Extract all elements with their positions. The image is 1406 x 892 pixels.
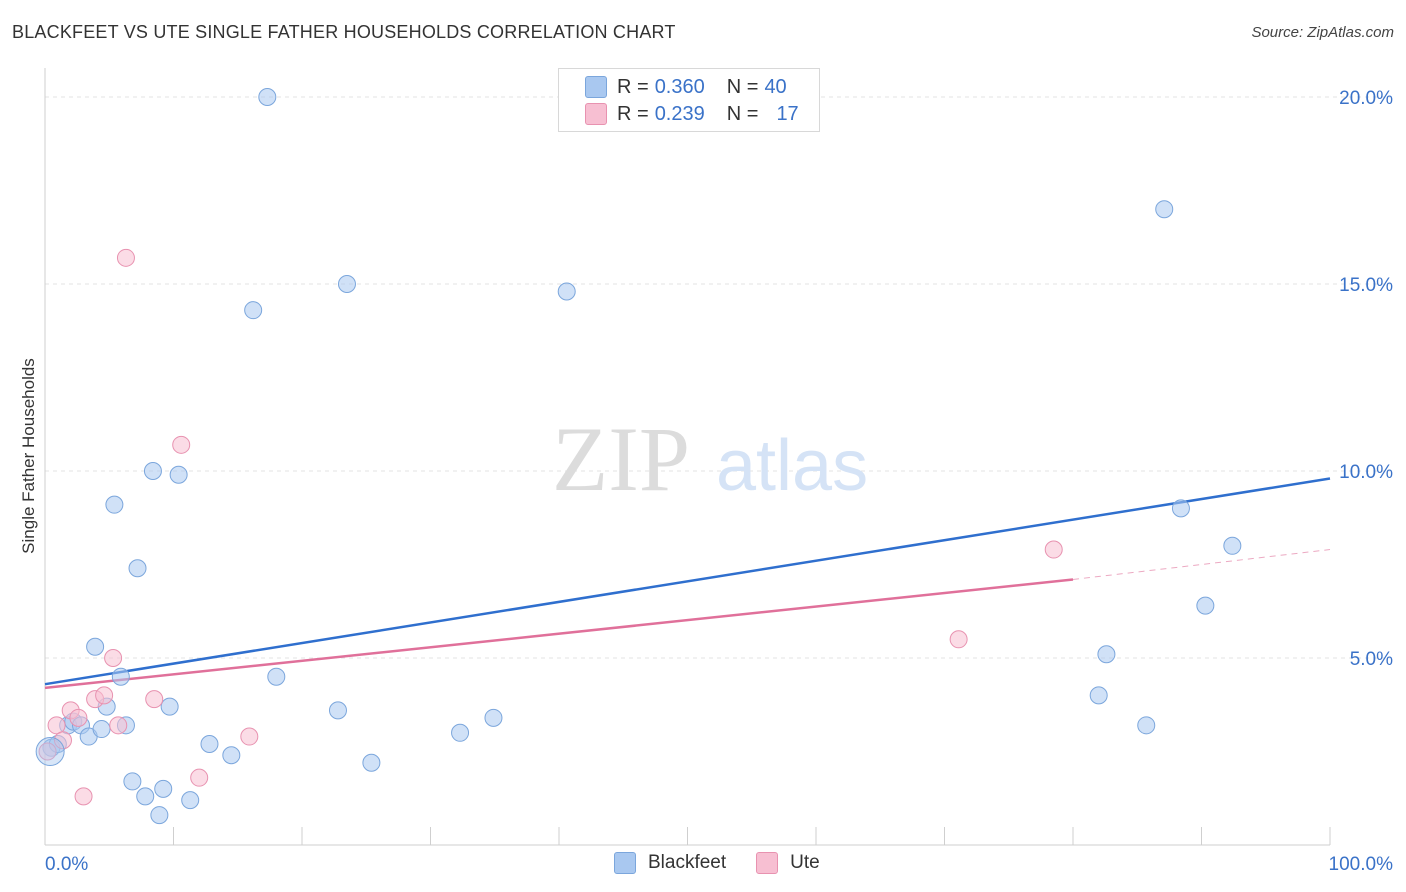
y-axis-label: Single Father Households	[19, 358, 38, 554]
series-legend-label: Blackfeet	[648, 852, 727, 873]
point-blackfeet	[1196, 596, 1215, 615]
x-tick-label: 100.0%	[1329, 854, 1394, 875]
legend-n-label: N =	[726, 75, 759, 98]
series-legend-ute[interactable]: Ute	[756, 852, 820, 874]
legend-r-value: 0.239	[654, 102, 705, 125]
point-blackfeet	[1223, 536, 1242, 555]
point-ute	[47, 716, 66, 735]
point-ute	[190, 768, 209, 787]
grid-lines	[45, 96, 1390, 659]
point-blackfeet	[557, 282, 576, 301]
series-legend: Blackfeet Ute	[614, 852, 850, 874]
point-blackfeet	[328, 701, 347, 720]
point-ute	[240, 727, 259, 746]
trend-line-ute-extension	[1072, 549, 1331, 580]
tick-labels: 5.0% 10.0% 15.0% 20.0% 0.0% 100.0% Single Fath…	[19, 88, 1393, 875]
point-ute	[95, 686, 114, 705]
legend-swatch-blackfeet	[585, 76, 607, 98]
point-blackfeet	[35, 737, 65, 766]
point-blackfeet	[1155, 200, 1174, 219]
series-swatch-ute	[756, 852, 779, 874]
point-ute	[69, 708, 88, 727]
point-blackfeet	[337, 275, 356, 293]
point-blackfeet	[123, 772, 142, 791]
point-ute	[53, 731, 72, 750]
point-ute	[74, 787, 93, 806]
y-tick-label: 15.0%	[1339, 275, 1393, 296]
legend-r-label: R =	[617, 75, 649, 98]
point-blackfeet	[160, 697, 179, 716]
legend-n-label: N =	[726, 102, 759, 125]
trend-line-ute	[44, 578, 1074, 690]
legend-r-label: R =	[617, 102, 649, 125]
point-blackfeet	[169, 465, 188, 484]
point-blackfeet	[1137, 716, 1156, 735]
point-ute	[104, 649, 123, 667]
legend-swatch-ute	[585, 103, 607, 125]
point-ute	[172, 435, 191, 454]
point-blackfeet	[86, 637, 105, 656]
point-blackfeet	[150, 806, 169, 825]
point-blackfeet	[200, 735, 219, 754]
point-blackfeet	[258, 88, 277, 106]
trend-line-blackfeet	[44, 477, 1331, 686]
series-legend-blackfeet[interactable]: Blackfeet	[614, 852, 726, 874]
y-tick-label: 5.0%	[1350, 649, 1393, 670]
series-legend-label: Ute	[790, 852, 820, 873]
watermark: ZIP atlas	[552, 408, 868, 510]
point-ute	[949, 630, 968, 649]
point-blackfeet	[92, 720, 111, 739]
correlation-legend: R = 0.360 N = 40 R = 0.239 N = 17	[558, 68, 820, 132]
y-tick-label: 10.0%	[1339, 462, 1393, 483]
legend-n-value: 17	[776, 102, 799, 125]
point-blackfeet	[222, 746, 241, 765]
trend-lines	[44, 477, 1331, 690]
point-blackfeet	[154, 779, 173, 798]
point-blackfeet	[1097, 645, 1116, 664]
series-swatch-blackfeet	[614, 852, 636, 874]
point-ute	[38, 742, 57, 761]
y-tick-label: 20.0%	[1339, 88, 1393, 109]
point-blackfeet	[181, 791, 200, 810]
point-blackfeet	[484, 708, 503, 727]
legend-n-value: 40	[764, 75, 787, 98]
point-blackfeet	[143, 462, 162, 480]
point-blackfeet	[1089, 686, 1108, 705]
point-ute	[145, 690, 164, 709]
point-blackfeet	[105, 495, 124, 514]
point-blackfeet	[136, 787, 155, 806]
point-blackfeet	[1171, 499, 1190, 518]
point-ute	[1044, 540, 1063, 559]
point-blackfeet	[128, 559, 147, 578]
point-blackfeet	[451, 723, 470, 742]
legend-r-value: 0.360	[654, 75, 705, 98]
axes	[44, 68, 1331, 846]
chart-source: Source: ZipAtlas.com	[1251, 24, 1394, 41]
watermark-atlas: atlas	[716, 426, 868, 506]
point-ute	[116, 248, 135, 267]
legend-row-ute: R = 0.239 N = 17	[585, 102, 799, 126]
data-points	[35, 88, 1242, 825]
legend-row-blackfeet: R = 0.360 N = 40	[585, 75, 787, 99]
watermark-zip: ZIP	[552, 408, 690, 510]
point-blackfeet	[267, 667, 286, 686]
x-tick-label: 0.0%	[45, 854, 88, 875]
point-blackfeet	[111, 667, 130, 686]
point-blackfeet	[362, 753, 381, 772]
chart-title: BLACKFEET VS UTE SINGLE FATHER HOUSEHOLD…	[12, 22, 676, 42]
point-blackfeet	[244, 301, 263, 320]
point-ute	[109, 716, 128, 735]
